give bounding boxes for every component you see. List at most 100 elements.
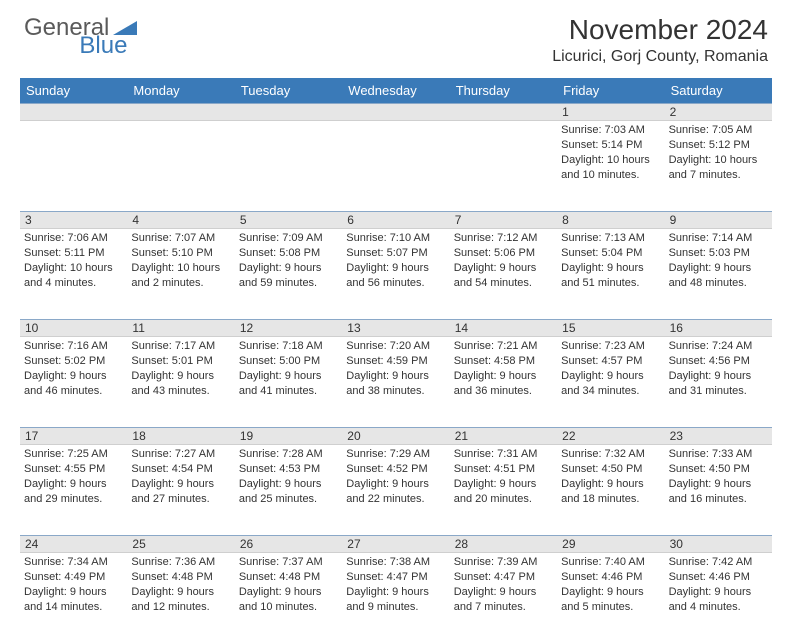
day-cell: [450, 121, 557, 211]
sunset-text: Sunset: 4:49 PM: [24, 570, 123, 585]
daylight-text: Daylight: 9 hours and 43 minutes.: [131, 369, 230, 399]
day-number: [342, 104, 449, 120]
weekday-header: Thursday: [450, 78, 557, 103]
daylight-text: Daylight: 9 hours and 51 minutes.: [561, 261, 660, 291]
day-number: [20, 104, 127, 120]
weekday-header: Friday: [557, 78, 664, 103]
day-number: 24: [20, 536, 127, 552]
day-number-row: 12: [20, 103, 772, 121]
day-cell: Sunrise: 7:18 AMSunset: 5:00 PMDaylight:…: [235, 337, 342, 427]
day-number: 14: [450, 320, 557, 336]
day-number: 28: [450, 536, 557, 552]
daylight-text: Daylight: 9 hours and 59 minutes.: [239, 261, 338, 291]
day-cell: Sunrise: 7:32 AMSunset: 4:50 PMDaylight:…: [557, 445, 664, 535]
sunrise-text: Sunrise: 7:31 AM: [454, 447, 553, 462]
day-cell: Sunrise: 7:16 AMSunset: 5:02 PMDaylight:…: [20, 337, 127, 427]
day-number: 23: [665, 428, 772, 444]
day-number: 7: [450, 212, 557, 228]
day-number: 9: [665, 212, 772, 228]
sunrise-text: Sunrise: 7:23 AM: [561, 339, 660, 354]
daylight-text: Daylight: 10 hours and 4 minutes.: [24, 261, 123, 291]
daylight-text: Daylight: 9 hours and 12 minutes.: [131, 585, 230, 615]
day-number: 25: [127, 536, 234, 552]
sunrise-text: Sunrise: 7:32 AM: [561, 447, 660, 462]
sunset-text: Sunset: 5:12 PM: [669, 138, 768, 153]
sunset-text: Sunset: 5:08 PM: [239, 246, 338, 261]
month-title: November 2024: [552, 14, 768, 46]
sunrise-text: Sunrise: 7:33 AM: [669, 447, 768, 462]
weekday-header: Saturday: [665, 78, 772, 103]
sunset-text: Sunset: 5:04 PM: [561, 246, 660, 261]
day-cell: Sunrise: 7:38 AMSunset: 4:47 PMDaylight:…: [342, 553, 449, 643]
day-number-row: 24252627282930: [20, 535, 772, 553]
sunset-text: Sunset: 5:10 PM: [131, 246, 230, 261]
day-number: [450, 104, 557, 120]
day-number: [127, 104, 234, 120]
sunset-text: Sunset: 5:06 PM: [454, 246, 553, 261]
sunset-text: Sunset: 4:50 PM: [669, 462, 768, 477]
sunset-text: Sunset: 4:46 PM: [561, 570, 660, 585]
sunset-text: Sunset: 4:53 PM: [239, 462, 338, 477]
weekday-header: Sunday: [20, 78, 127, 103]
sunrise-text: Sunrise: 7:05 AM: [669, 123, 768, 138]
day-cell: [235, 121, 342, 211]
daylight-text: Daylight: 9 hours and 22 minutes.: [346, 477, 445, 507]
day-number: 13: [342, 320, 449, 336]
sunrise-text: Sunrise: 7:12 AM: [454, 231, 553, 246]
sunrise-text: Sunrise: 7:14 AM: [669, 231, 768, 246]
day-number: 29: [557, 536, 664, 552]
logo: General Blue: [24, 14, 165, 42]
title-block: November 2024 Licurici, Gorj County, Rom…: [552, 14, 768, 66]
daylight-text: Daylight: 9 hours and 29 minutes.: [24, 477, 123, 507]
sunrise-text: Sunrise: 7:40 AM: [561, 555, 660, 570]
daylight-text: Daylight: 9 hours and 38 minutes.: [346, 369, 445, 399]
daylight-text: Daylight: 9 hours and 36 minutes.: [454, 369, 553, 399]
daylight-text: Daylight: 9 hours and 7 minutes.: [454, 585, 553, 615]
day-number: 8: [557, 212, 664, 228]
day-number: 21: [450, 428, 557, 444]
day-cell: Sunrise: 7:17 AMSunset: 5:01 PMDaylight:…: [127, 337, 234, 427]
sunset-text: Sunset: 4:55 PM: [24, 462, 123, 477]
sunrise-text: Sunrise: 7:36 AM: [131, 555, 230, 570]
day-cell: Sunrise: 7:42 AMSunset: 4:46 PMDaylight:…: [665, 553, 772, 643]
daylight-text: Daylight: 9 hours and 27 minutes.: [131, 477, 230, 507]
day-cell: Sunrise: 7:25 AMSunset: 4:55 PMDaylight:…: [20, 445, 127, 535]
sunset-text: Sunset: 4:52 PM: [346, 462, 445, 477]
sunrise-text: Sunrise: 7:21 AM: [454, 339, 553, 354]
day-cell: Sunrise: 7:29 AMSunset: 4:52 PMDaylight:…: [342, 445, 449, 535]
day-number-row: 17181920212223: [20, 427, 772, 445]
sunset-text: Sunset: 4:48 PM: [131, 570, 230, 585]
sunset-text: Sunset: 4:46 PM: [669, 570, 768, 585]
daylight-text: Daylight: 10 hours and 10 minutes.: [561, 153, 660, 183]
day-number-row: 3456789: [20, 211, 772, 229]
day-cell: Sunrise: 7:21 AMSunset: 4:58 PMDaylight:…: [450, 337, 557, 427]
daylight-text: Daylight: 9 hours and 9 minutes.: [346, 585, 445, 615]
day-number: 10: [20, 320, 127, 336]
sunset-text: Sunset: 4:47 PM: [346, 570, 445, 585]
daylight-text: Daylight: 9 hours and 18 minutes.: [561, 477, 660, 507]
day-cell: Sunrise: 7:05 AMSunset: 5:12 PMDaylight:…: [665, 121, 772, 211]
daylight-text: Daylight: 9 hours and 5 minutes.: [561, 585, 660, 615]
daylight-text: Daylight: 9 hours and 54 minutes.: [454, 261, 553, 291]
day-cell: Sunrise: 7:34 AMSunset: 4:49 PMDaylight:…: [20, 553, 127, 643]
day-cell: Sunrise: 7:31 AMSunset: 4:51 PMDaylight:…: [450, 445, 557, 535]
location-subtitle: Licurici, Gorj County, Romania: [552, 48, 768, 66]
day-cell: Sunrise: 7:12 AMSunset: 5:06 PMDaylight:…: [450, 229, 557, 319]
week-row: Sunrise: 7:03 AMSunset: 5:14 PMDaylight:…: [20, 121, 772, 211]
sunrise-text: Sunrise: 7:13 AM: [561, 231, 660, 246]
day-number: 20: [342, 428, 449, 444]
sunset-text: Sunset: 4:56 PM: [669, 354, 768, 369]
week-row: Sunrise: 7:25 AMSunset: 4:55 PMDaylight:…: [20, 445, 772, 535]
weekday-header: Wednesday: [342, 78, 449, 103]
week-row: Sunrise: 7:06 AMSunset: 5:11 PMDaylight:…: [20, 229, 772, 319]
week-row: Sunrise: 7:16 AMSunset: 5:02 PMDaylight:…: [20, 337, 772, 427]
sunrise-text: Sunrise: 7:24 AM: [669, 339, 768, 354]
sunrise-text: Sunrise: 7:16 AM: [24, 339, 123, 354]
day-cell: Sunrise: 7:09 AMSunset: 5:08 PMDaylight:…: [235, 229, 342, 319]
sunset-text: Sunset: 4:47 PM: [454, 570, 553, 585]
day-number: 17: [20, 428, 127, 444]
day-number: 19: [235, 428, 342, 444]
daylight-text: Daylight: 9 hours and 25 minutes.: [239, 477, 338, 507]
day-cell: [127, 121, 234, 211]
day-cell: Sunrise: 7:03 AMSunset: 5:14 PMDaylight:…: [557, 121, 664, 211]
